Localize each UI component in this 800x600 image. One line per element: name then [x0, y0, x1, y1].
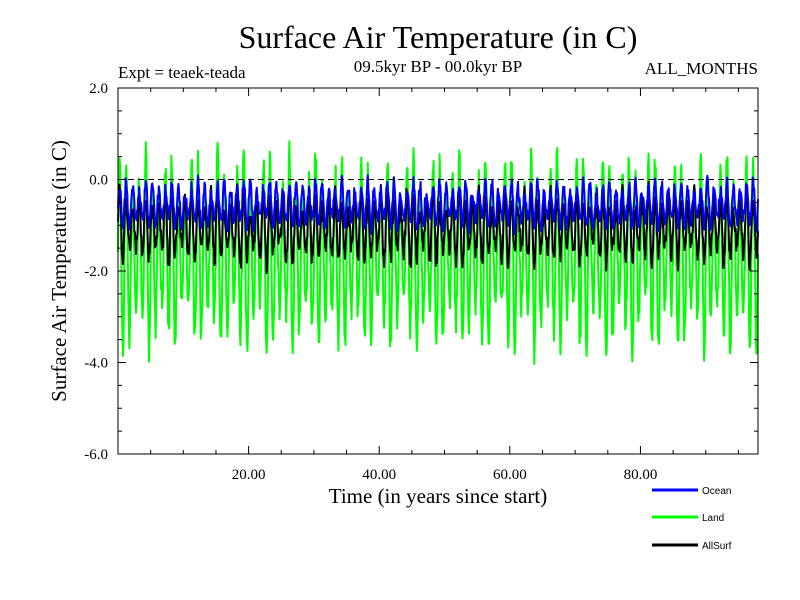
- months-label: ALL_MONTHS: [645, 59, 758, 78]
- y-tick-label: 2.0: [89, 81, 108, 97]
- y-tick-label: -2.0: [84, 264, 108, 280]
- experiment-label: Expt = teaek-teada: [118, 63, 246, 82]
- tick-layer: 20.00 40.00 60.00 80.00 2.0 0.0 -2.0 -4.0 -6.0: [84, 81, 758, 483]
- series-line-allsurf: [117, 180, 759, 275]
- legend-label-land: Land: [702, 513, 724, 524]
- series-line-ocean: [117, 174, 759, 236]
- y-axis-label: Surface Air Temperature (in C): [47, 140, 71, 402]
- chart-title: Surface Air Temperature (in C): [239, 19, 638, 55]
- series-layer: [117, 140, 759, 365]
- period-label: 09.5kyr BP - 00.0kyr BP: [354, 57, 522, 76]
- legend-label-ocean: Ocean: [702, 486, 731, 497]
- y-tick-label: -6.0: [84, 447, 108, 463]
- x-tick-label: 80.00: [624, 467, 658, 483]
- legend: Ocean Land AllSurf: [652, 486, 732, 552]
- y-tick-label: -4.0: [84, 356, 108, 372]
- x-axis-label: Time (in years since start): [329, 484, 548, 508]
- x-tick-label: 40.00: [362, 467, 396, 483]
- y-tick-label: 0.0: [89, 173, 108, 189]
- legend-label-allsurf: AllSurf: [702, 541, 732, 552]
- x-tick-label: 20.00: [232, 467, 266, 483]
- x-tick-label: 60.00: [493, 467, 527, 483]
